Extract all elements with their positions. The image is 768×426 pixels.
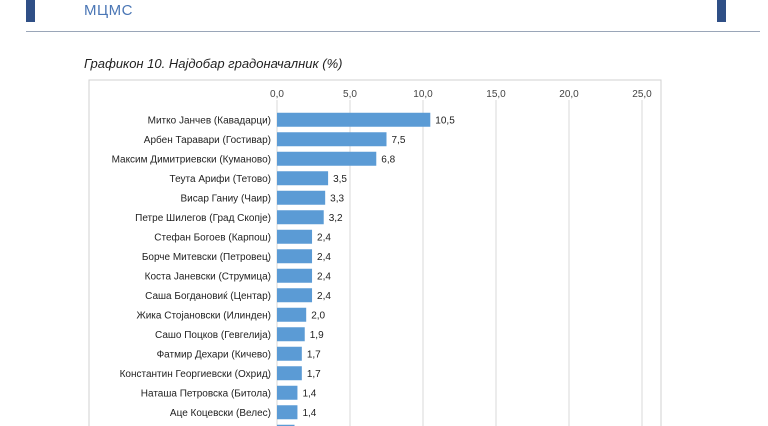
header-accent-left: [26, 0, 35, 22]
bar: [277, 190, 326, 205]
category-label: Висар Ганиу (Чаир): [181, 193, 272, 204]
data-label: 3,5: [333, 174, 347, 185]
data-label: 2,4: [317, 271, 331, 282]
data-label: 1,4: [302, 388, 316, 399]
category-label: Сашо Поцков (Гевгелија): [155, 330, 271, 341]
bar: [277, 151, 377, 166]
category-label: Стефан Богоев (Карпош): [154, 231, 271, 243]
data-label: 2,0: [311, 310, 325, 321]
category-label: Константин Георгиевски (Охрид): [120, 369, 271, 380]
data-label: 10,5: [435, 115, 455, 126]
data-label: 1,7: [307, 369, 321, 380]
category-label: Борче Митевски (Петровец): [142, 252, 271, 263]
bar: [277, 112, 431, 127]
x-tick-label: 0,0: [270, 89, 284, 100]
bar: [277, 307, 307, 322]
bar: [277, 346, 302, 361]
category-label: Аце Коцевски (Велес): [170, 408, 271, 419]
category-labels: Митко Јанчев (Кавадарци) Арбен Таравари (…: [112, 115, 271, 419]
category-label: Наташа Петровска (Битола): [141, 388, 271, 399]
x-tick-label: 15,0: [486, 89, 506, 100]
data-label: 6,8: [381, 154, 395, 165]
data-label: 3,3: [330, 193, 344, 204]
bar: [277, 132, 387, 147]
bar-partial: [277, 424, 295, 426]
category-label: Коста Јаневски (Струмица): [145, 271, 271, 282]
bar: [277, 385, 298, 400]
bar: [277, 366, 302, 381]
bar: [277, 405, 298, 420]
header-org-name: МЦМС: [84, 2, 133, 19]
x-tick-label: 10,0: [413, 89, 433, 100]
value-labels: 10,5 7,5 6,8 3,5 3,3 3,2 2,4 2,4 2,4 2,4 2,0 1,9 1,7…: [302, 115, 455, 419]
data-label: 3,2: [329, 213, 343, 224]
data-label: 2,4: [317, 232, 331, 243]
data-label: 1,9: [310, 330, 324, 341]
x-axis-tick-labels: 0,0 5,0 10,0 15,0 20,0 25,0: [270, 89, 652, 100]
header-divider: [26, 31, 760, 32]
category-label: Саша Богдановиќ (Центар): [145, 291, 271, 302]
data-label: 7,5: [392, 135, 406, 146]
x-tick-label: 5,0: [343, 89, 357, 100]
data-label: 2,4: [317, 252, 331, 263]
bar: [277, 171, 329, 186]
header-accent-right: [717, 0, 726, 22]
category-label: Жика Стојановски (Илинден): [136, 310, 271, 321]
data-label: 1,7: [307, 349, 321, 360]
category-label: Фатмир Дехари (Кичево): [157, 349, 271, 360]
category-label: Арбен Таравари (Гостивар): [144, 134, 271, 146]
bar: [277, 268, 313, 283]
chart-bars: [277, 112, 431, 426]
category-label: Митко Јанчев (Кавадарци): [148, 115, 271, 126]
x-tick-label: 25,0: [632, 89, 652, 100]
category-label: Петре Шилегов (Град Скопје): [135, 213, 271, 224]
bar: [277, 327, 305, 342]
chart-title: Графикон 10. Најдобар градоначалник (%): [84, 56, 343, 71]
data-label: 2,4: [317, 291, 331, 302]
bar: [277, 288, 313, 303]
bar: [277, 249, 313, 264]
bar: [277, 210, 324, 225]
category-label: Максим Димитриевски (Куманово): [112, 154, 271, 165]
data-label: 1,4: [302, 408, 316, 419]
bar: [277, 229, 313, 244]
category-label: Теута Арифи (Тетово): [170, 173, 271, 185]
x-tick-label: 20,0: [559, 89, 579, 100]
